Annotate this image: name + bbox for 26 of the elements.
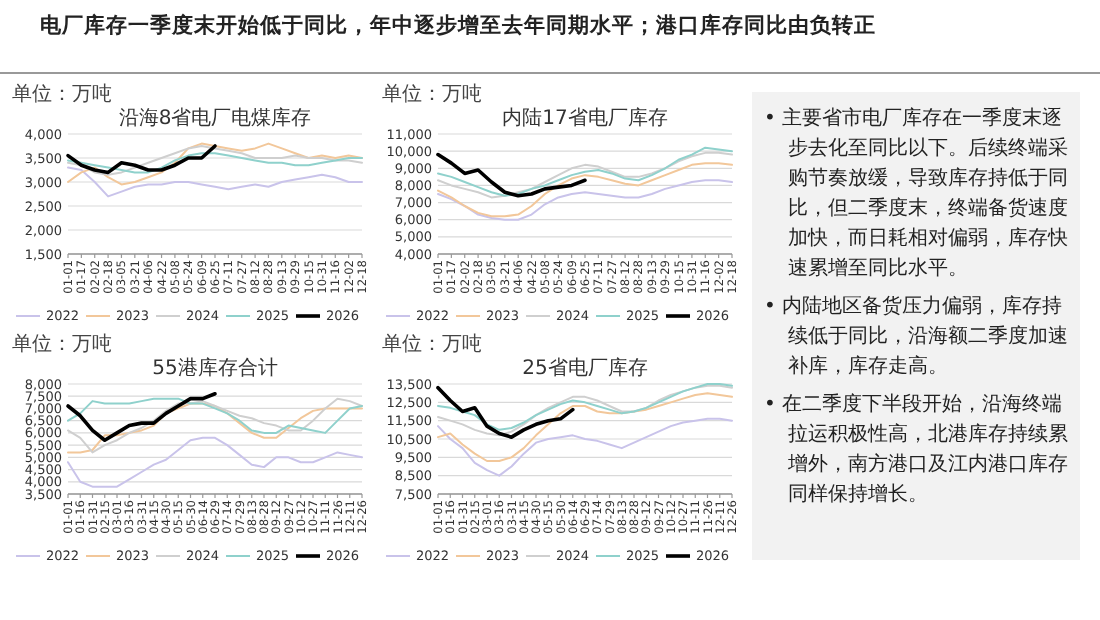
- text: • 在二季度下半段开始，沿海终端拉运积极性高，北港库存持续累增外，南方港口及江内港口库存同样保持增长。: [764, 391, 1068, 510]
- line-series: [436, 385, 575, 439]
- line-series: [437, 162, 733, 218]
- text: 单位：万吨: [382, 332, 482, 356]
- text: 单位：万吨: [12, 82, 112, 106]
- text: 单位：万吨: [382, 82, 482, 106]
- chart-title: 55港库存合计: [152, 356, 278, 380]
- line-series: [67, 166, 363, 198]
- text: • 内陆地区备货压力偏弱，库存持续低于同比，沿海额二季度加速补库，库存走高。: [764, 293, 1068, 382]
- line-series: [67, 397, 363, 434]
- line-series: [67, 145, 363, 176]
- text: 电厂库存一季度末开始低于同比，年中逐步增至去年同期水平；港口库存同比由负转正: [40, 12, 878, 40]
- text: • 主要省市电厂库存在一季度末逐步去化至同比以下。后续终端采购节奏放缓，导致库存持低于同比，但二季度末，终端备货速度加快，而日耗相对偏弱，库存快速累增至同比水平。: [764, 105, 1068, 284]
- line-series: [437, 179, 733, 221]
- text: 单位：万吨: [12, 332, 112, 356]
- chart-title: 沿海8省电厂电煤库存: [118, 106, 312, 130]
- chart-title: 内陆17省电厂库存: [502, 106, 668, 130]
- line-series: [66, 144, 217, 175]
- line-series: [437, 417, 733, 477]
- line-series: [437, 392, 733, 462]
- line-series: [436, 152, 587, 198]
- line-series: [66, 391, 217, 443]
- chart-title: 25省电厂库存: [522, 356, 648, 380]
- line-series: [67, 152, 363, 174]
- line-series: [67, 436, 363, 488]
- line-series: [67, 142, 363, 186]
